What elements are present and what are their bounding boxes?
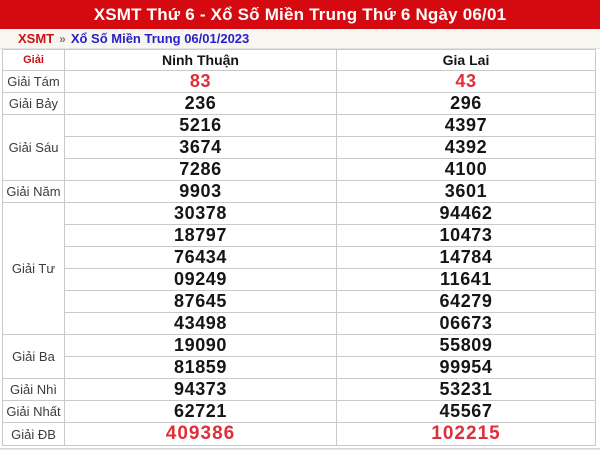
result-number: 43 <box>336 70 596 93</box>
result-number: 30378 <box>64 202 337 225</box>
result-number: 18797 <box>64 224 337 247</box>
table-row: Giải Tám 83 43 <box>2 70 596 93</box>
table-row: 3674 4392 <box>3 136 596 159</box>
table-row: Giải Nhất 62721 45567 <box>2 400 596 423</box>
result-number: 83 <box>64 70 337 93</box>
result-number: 94462 <box>336 202 596 225</box>
table-row: 7286 4100 <box>3 158 596 181</box>
result-number: 43498 <box>64 312 337 335</box>
result-number: 94373 <box>64 378 337 401</box>
result-number: 409386 <box>64 422 337 446</box>
result-number: 4392 <box>336 136 596 159</box>
prize-label: Giải Năm <box>2 180 65 203</box>
column-header-province-1: Ninh Thuận <box>64 49 337 71</box>
table-header-row: Giải Ninh Thuận Gia Lai <box>2 49 596 71</box>
result-number: 4397 <box>336 114 596 137</box>
result-number: 76434 <box>64 246 337 269</box>
table-row: Giải ĐB 409386 102215 <box>2 422 596 446</box>
result-number: 87645 <box>64 290 337 313</box>
result-number: 102215 <box>336 422 596 446</box>
result-number: 53231 <box>336 378 596 401</box>
table-row: Giải Sáu 5216 4397 <box>2 114 596 181</box>
table-row: 81859 99954 <box>3 356 596 379</box>
column-header-prize: Giải <box>2 49 65 71</box>
table-row: 87645 64279 <box>3 290 596 313</box>
result-number: 3601 <box>336 180 596 203</box>
prize-label: Giải Nhất <box>2 400 65 423</box>
result-number: 236 <box>64 92 337 115</box>
table-row: 18797 10473 <box>3 224 596 247</box>
table-row: 76434 14784 <box>3 246 596 269</box>
bottom-margin-strip <box>0 447 600 450</box>
prize-label: Giải Tư <box>2 202 65 335</box>
result-number: 06673 <box>336 312 596 335</box>
table-row: Giải Năm 9903 3601 <box>2 180 596 203</box>
prize-label: Giải ĐB <box>2 422 65 446</box>
table-row: Giải Ba 19090 55809 <box>2 334 596 379</box>
breadcrumb-separator-icon: » <box>59 31 66 46</box>
page-title: XSMT Thứ 6 - Xổ Số Miền Trung Thứ 6 Ngày… <box>0 0 600 29</box>
prize-label: Giải Tám <box>2 70 65 93</box>
breadcrumb-link-current-draw[interactable]: Xổ Số Miền Trung 06/01/2023 <box>70 31 250 46</box>
result-number: 19090 <box>64 334 337 357</box>
results-table: Giải Ninh Thuận Gia Lai Giải Tám 83 43 Giải… <box>2 49 596 446</box>
result-number: 4100 <box>336 158 596 181</box>
result-number: 9903 <box>64 180 337 203</box>
results-table-container: Giải Ninh Thuận Gia Lai Giải Tám 83 43 Giải… <box>0 49 600 448</box>
result-number: 55809 <box>336 334 596 357</box>
result-number: 09249 <box>64 268 337 291</box>
result-number: 64279 <box>336 290 596 313</box>
result-number: 14784 <box>336 246 596 269</box>
result-number: 11641 <box>336 268 596 291</box>
table-row: Giải Nhì 94373 53231 <box>2 378 596 401</box>
result-number: 10473 <box>336 224 596 247</box>
breadcrumb: XSMT » Xổ Số Miền Trung 06/01/2023 <box>0 29 600 49</box>
prize-label: Giải Nhì <box>2 378 65 401</box>
results-table-body: Giải Tám 83 43 Giải Bảy 236 296 Giải Sáu 5216 43… <box>2 70 596 446</box>
prize-label: Giải Ba <box>2 334 65 379</box>
table-row: Giải Tư 30378 94462 <box>2 202 596 335</box>
result-number: 81859 <box>64 356 337 379</box>
result-number: 5216 <box>64 114 337 137</box>
result-number: 3674 <box>64 136 337 159</box>
breadcrumb-link-xsmt[interactable]: XSMT <box>18 31 55 46</box>
table-row: Giải Bảy 236 296 <box>2 92 596 115</box>
prize-label: Giải Sáu <box>2 114 65 181</box>
result-number: 62721 <box>64 400 337 423</box>
column-header-province-2: Gia Lai <box>336 49 596 71</box>
table-row: 09249 11641 <box>3 268 596 291</box>
result-number: 99954 <box>336 356 596 379</box>
table-row: 43498 06673 <box>3 312 596 335</box>
result-number: 7286 <box>64 158 337 181</box>
prize-label: Giải Bảy <box>2 92 65 115</box>
result-number: 296 <box>336 92 596 115</box>
result-number: 45567 <box>336 400 596 423</box>
